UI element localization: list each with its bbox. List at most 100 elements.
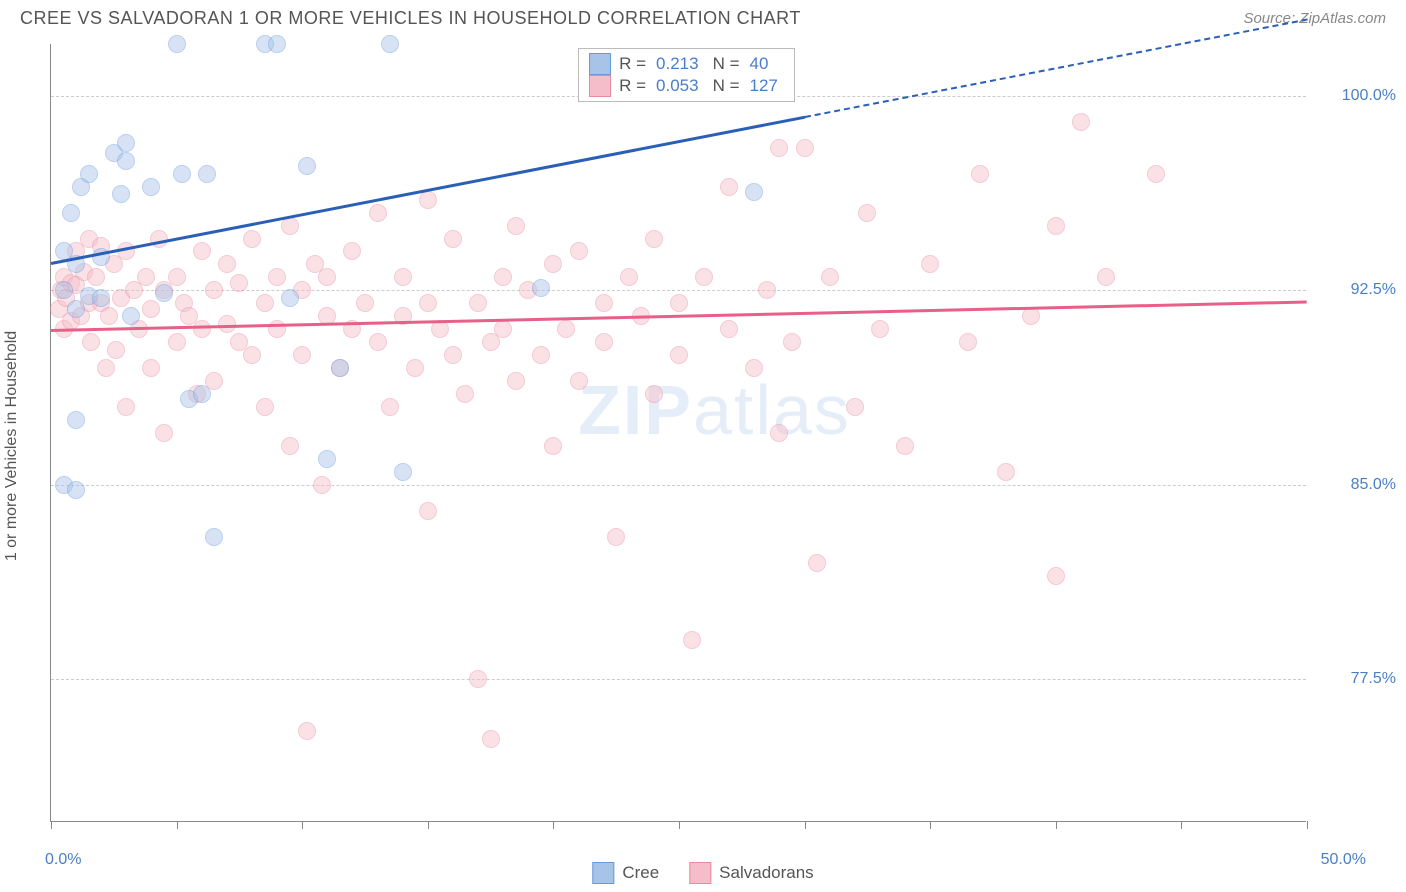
data-point-salvadoran — [808, 554, 826, 572]
data-point-salvadoran — [281, 437, 299, 455]
data-point-cree — [55, 281, 73, 299]
data-point-salvadoran — [168, 268, 186, 286]
trendline-cree — [51, 116, 805, 265]
data-point-salvadoran — [997, 463, 1015, 481]
data-point-salvadoran — [369, 333, 387, 351]
data-point-salvadoran — [720, 178, 738, 196]
data-point-cree — [67, 481, 85, 499]
y-tick-label: 77.5% — [1316, 670, 1396, 688]
data-point-salvadoran — [645, 385, 663, 403]
data-point-salvadoran — [745, 359, 763, 377]
data-point-cree — [142, 178, 160, 196]
n-value-cree: 40 — [750, 54, 769, 74]
data-point-salvadoran — [218, 255, 236, 273]
x-tick — [1181, 821, 1182, 829]
n-value-salvadoran: 127 — [750, 76, 778, 96]
x-tick — [679, 821, 680, 829]
data-point-salvadoran — [298, 722, 316, 740]
x-tick — [930, 821, 931, 829]
data-point-cree — [62, 204, 80, 222]
data-point-salvadoran — [544, 255, 562, 273]
x-tick — [1056, 821, 1057, 829]
data-point-salvadoran — [670, 294, 688, 312]
data-point-salvadoran — [82, 333, 100, 351]
x-tick — [1307, 821, 1308, 829]
data-point-salvadoran — [456, 385, 474, 403]
bottom-legend: Cree Salvadorans — [592, 862, 813, 884]
stats-row-cree: R = 0.213 N = 40 — [589, 53, 784, 75]
data-point-salvadoran — [100, 307, 118, 325]
data-point-salvadoran — [243, 230, 261, 248]
data-point-salvadoran — [532, 346, 550, 364]
data-point-cree — [67, 411, 85, 429]
data-point-salvadoran — [230, 274, 248, 292]
data-point-salvadoran — [770, 424, 788, 442]
data-point-salvadoran — [507, 217, 525, 235]
gridline — [51, 485, 1306, 486]
data-point-salvadoran — [494, 268, 512, 286]
data-point-cree — [745, 183, 763, 201]
data-point-salvadoran — [318, 268, 336, 286]
data-point-salvadoran — [117, 398, 135, 416]
data-point-salvadoran — [1022, 307, 1040, 325]
data-point-salvadoran — [507, 372, 525, 390]
data-point-cree — [298, 157, 316, 175]
n-label: N = — [713, 54, 740, 74]
data-point-salvadoran — [1097, 268, 1115, 286]
data-point-salvadoran — [419, 294, 437, 312]
data-point-cree — [168, 35, 186, 53]
data-point-salvadoran — [193, 320, 211, 338]
data-point-salvadoran — [137, 268, 155, 286]
data-point-salvadoran — [796, 139, 814, 157]
data-point-salvadoran — [293, 346, 311, 364]
data-point-cree — [122, 307, 140, 325]
r-label: R = — [619, 54, 646, 74]
legend-label-salvadorans: Salvadorans — [719, 863, 814, 883]
data-point-salvadoran — [1072, 113, 1090, 131]
gridline — [51, 679, 1306, 680]
data-point-salvadoran — [770, 139, 788, 157]
data-point-salvadoran — [155, 424, 173, 442]
data-point-cree — [173, 165, 191, 183]
data-point-salvadoran — [683, 631, 701, 649]
data-point-cree — [331, 359, 349, 377]
data-point-salvadoran — [150, 230, 168, 248]
data-point-salvadoran — [205, 281, 223, 299]
data-point-salvadoran — [469, 294, 487, 312]
y-tick-label: 100.0% — [1316, 87, 1396, 105]
data-point-cree — [532, 279, 550, 297]
data-point-salvadoran — [431, 320, 449, 338]
data-point-salvadoran — [971, 165, 989, 183]
data-point-cree — [381, 35, 399, 53]
data-point-salvadoran — [1047, 217, 1065, 235]
data-point-salvadoran — [444, 346, 462, 364]
data-point-salvadoran — [557, 320, 575, 338]
data-point-salvadoran — [695, 268, 713, 286]
y-tick-label: 85.0% — [1316, 476, 1396, 494]
data-point-salvadoran — [570, 242, 588, 260]
data-point-salvadoran — [896, 437, 914, 455]
data-point-salvadoran — [97, 359, 115, 377]
data-point-salvadoran — [858, 204, 876, 222]
x-tick — [428, 821, 429, 829]
r-value-salvadoran: 0.053 — [656, 76, 699, 96]
data-point-salvadoran — [959, 333, 977, 351]
trendline-cree-dashed — [804, 18, 1307, 118]
stats-legend: R = 0.213 N = 40R =0.053N =127 — [578, 48, 795, 102]
data-point-salvadoran — [758, 281, 776, 299]
data-point-salvadoran — [570, 372, 588, 390]
r-value-cree: 0.213 — [656, 54, 699, 74]
data-point-salvadoran — [494, 320, 512, 338]
data-point-cree — [193, 385, 211, 403]
x-tick-label: 0.0% — [45, 851, 81, 869]
data-point-salvadoran — [620, 268, 638, 286]
y-axis-label: 1 or more Vehicles in Household — [3, 331, 21, 561]
stats-row-salvadoran: R =0.053N =127 — [589, 75, 784, 97]
data-point-salvadoran — [607, 528, 625, 546]
legend-item-cree: Cree — [592, 862, 659, 884]
data-point-cree — [117, 152, 135, 170]
data-point-salvadoran — [107, 341, 125, 359]
data-point-salvadoran — [406, 359, 424, 377]
data-point-cree — [80, 165, 98, 183]
data-point-cree — [268, 35, 286, 53]
